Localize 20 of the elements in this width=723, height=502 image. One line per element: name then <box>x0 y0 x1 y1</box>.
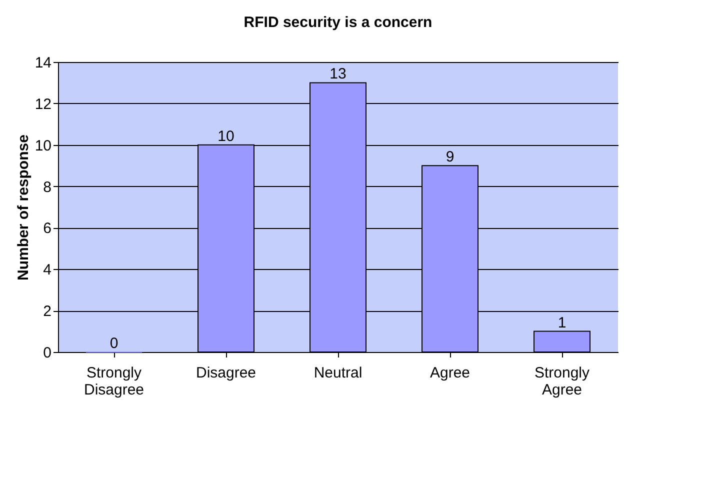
y-tick-label: 12 <box>34 96 52 113</box>
data-label: 10 <box>218 128 234 145</box>
data-label: 1 <box>558 314 566 332</box>
x-tick-label: Strongly Agree <box>534 364 590 398</box>
y-tick-label: 4 <box>43 262 52 279</box>
x-tick-label: Disagree <box>196 364 256 382</box>
chart-title: RFID security is a concern <box>244 14 432 31</box>
y-tick-label: 2 <box>43 303 52 320</box>
y-tick-label: 10 <box>34 137 52 154</box>
y-tick-label: 6 <box>43 220 52 238</box>
y-tick-label: 8 <box>43 178 52 196</box>
y-axis-title: Number of response <box>14 134 32 280</box>
data-label: 13 <box>330 66 346 83</box>
y-tick-label: 0 <box>43 344 52 362</box>
x-tick-label: Agree <box>430 364 470 382</box>
x-tick-label: Strongly Disagree <box>84 364 144 398</box>
data-label: 9 <box>446 148 454 166</box>
x-tick-label: Neutral <box>314 364 362 382</box>
y-tick-label: 14 <box>34 54 52 72</box>
data-label: 0 <box>110 335 118 352</box>
